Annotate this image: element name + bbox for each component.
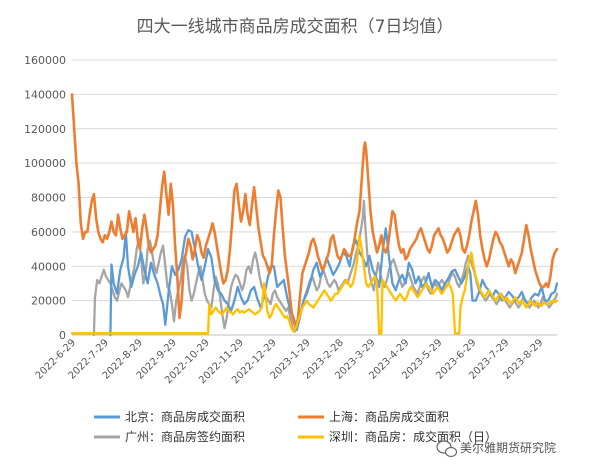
legend-label-shanghai: 上海：商品房成交面积 [329,409,449,424]
y-tick-label: 140000 [24,88,66,101]
y-tick-label: 160000 [24,54,66,67]
y-tick-label: 80000 [31,192,66,205]
legend-item-guangzhou: 广州：商品房签约面积 [94,429,245,444]
y-tick-label: 100000 [24,157,66,170]
y-tick-label: 120000 [24,123,66,136]
watermark-text: 美尔雅期货研究院 [460,440,556,455]
legend-label-guangzhou: 广州：商品房签约面积 [125,429,245,444]
legend-item-shanghai: 上海：商品房成交面积 [298,409,449,424]
series-line-shanghai [72,94,557,328]
y-tick-label: 40000 [31,260,66,273]
legend-item-beijing: 北京：商品房成交面积 [94,409,245,424]
y-tick-label: 0 [59,329,66,342]
legend: 北京：商品房成交面积 上海：商品房成交面积 广州：商品房签约面积 深圳：商品房：… [94,409,497,444]
y-axis-tick-labels: 0 20000 40000 60000 80000 100000 120000 140000 1… [24,54,66,342]
chart-title: 四大一线城市商品房成交面积（7日均值） [137,17,454,37]
y-tick-label: 20000 [31,295,66,308]
legend-label-beijing: 北京：商品房成交面积 [125,409,245,424]
series-lines [72,94,557,335]
grid-lines [72,60,557,335]
x-axis-tick-labels: 2022-6-292022-7-292022-8-292022-9-292022… [34,337,546,386]
y-tick-label: 60000 [31,226,66,239]
